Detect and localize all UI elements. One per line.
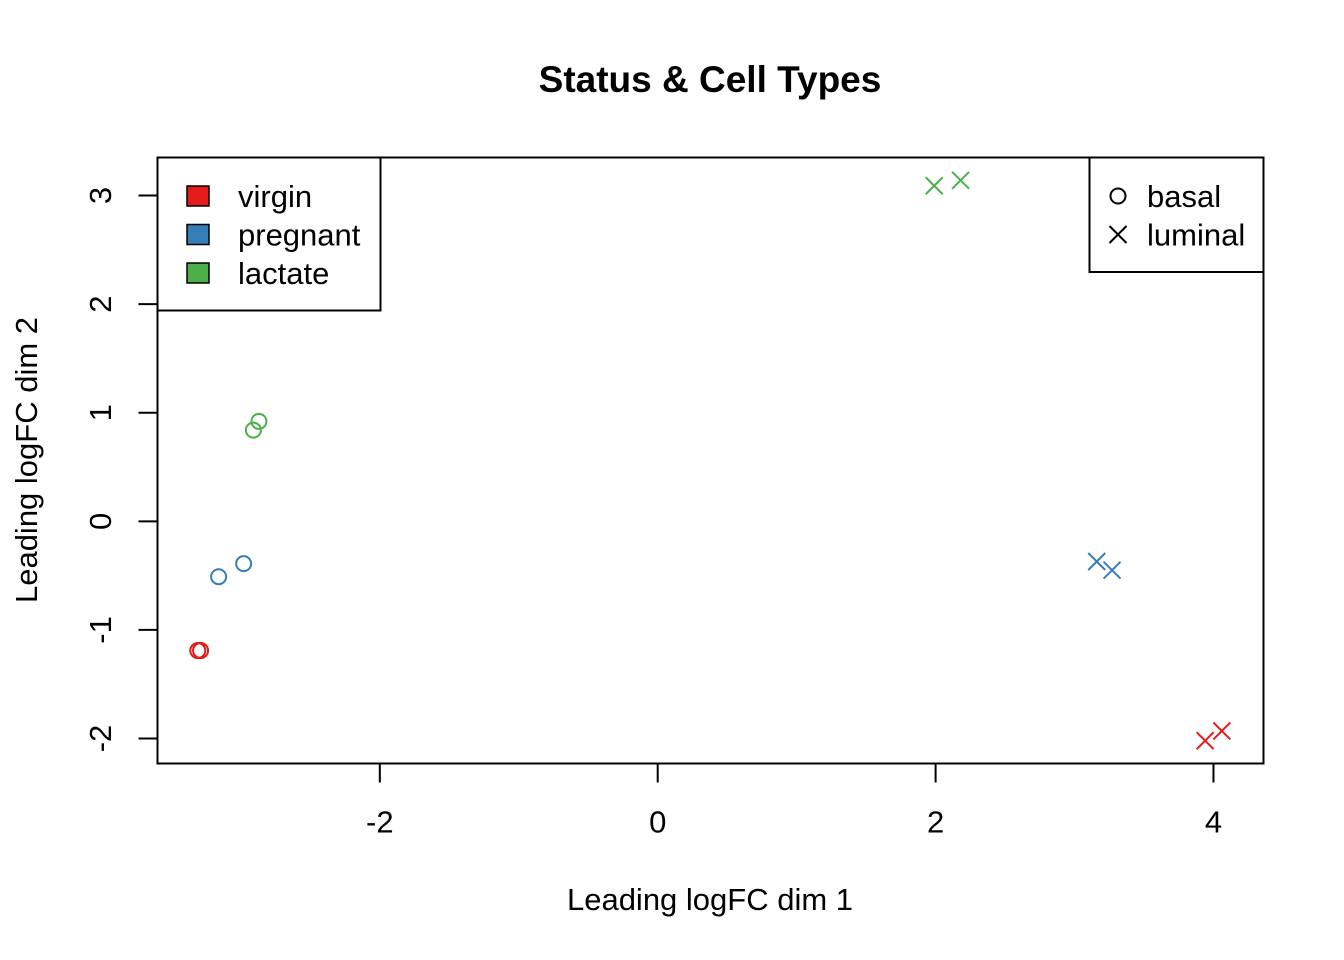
x-axis: -2 0 2 4 [366,763,1222,840]
chart-title: Status & Cell Types [539,59,882,100]
x-axis-label: Leading logFC dim 1 [567,882,853,917]
legend-label-pregnant: pregnant [238,218,361,253]
plot-frame [156,156,1265,765]
point-pregnant-basal [235,555,253,573]
legend-symbol-basal [1109,187,1127,205]
y-tick-label: 1 [83,404,118,421]
point-pregnant-luminal [1102,560,1122,580]
legend-label-lactate: lactate [238,256,329,291]
y-axis-label: Leading logFC dim 2 [9,317,44,603]
y-tick-label: 3 [83,187,118,204]
legend-label-luminal: luminal [1147,218,1245,253]
legend-label-basal: basal [1147,179,1221,214]
data-points [189,171,1232,750]
legend-celltype-box [1088,156,1265,273]
y-tick-label: 0 [83,513,118,530]
point-lactate-luminal [951,171,970,190]
y-tick-label: -1 [83,616,118,644]
legend-swatch-virgin [186,185,210,207]
point-lactate-basal [250,412,268,430]
legend-swatch-lactate [186,262,210,284]
legend-symbol-luminal [1108,225,1128,244]
x-tick-label: 0 [649,805,666,840]
x-tick-label: -2 [366,805,394,840]
point-virgin-basal [192,642,210,660]
y-axis: -2 -1 0 1 2 3 [83,187,158,752]
point-pregnant-luminal [1087,552,1106,571]
y-tick-label: 2 [83,295,118,312]
legend-celltype: basal luminal [1088,156,1265,273]
point-pregnant-basal [210,568,228,586]
legend-label-virgin: virgin [238,179,312,214]
y-tick-label: -2 [83,725,118,753]
point-lactate-luminal [924,176,944,195]
point-lactate-basal [244,421,262,439]
point-virgin-luminal [1212,721,1232,741]
point-virgin-luminal [1195,731,1215,750]
x-tick-label: 2 [927,805,944,840]
x-tick-label: 4 [1205,805,1222,840]
legend-swatch-pregnant [186,223,210,246]
